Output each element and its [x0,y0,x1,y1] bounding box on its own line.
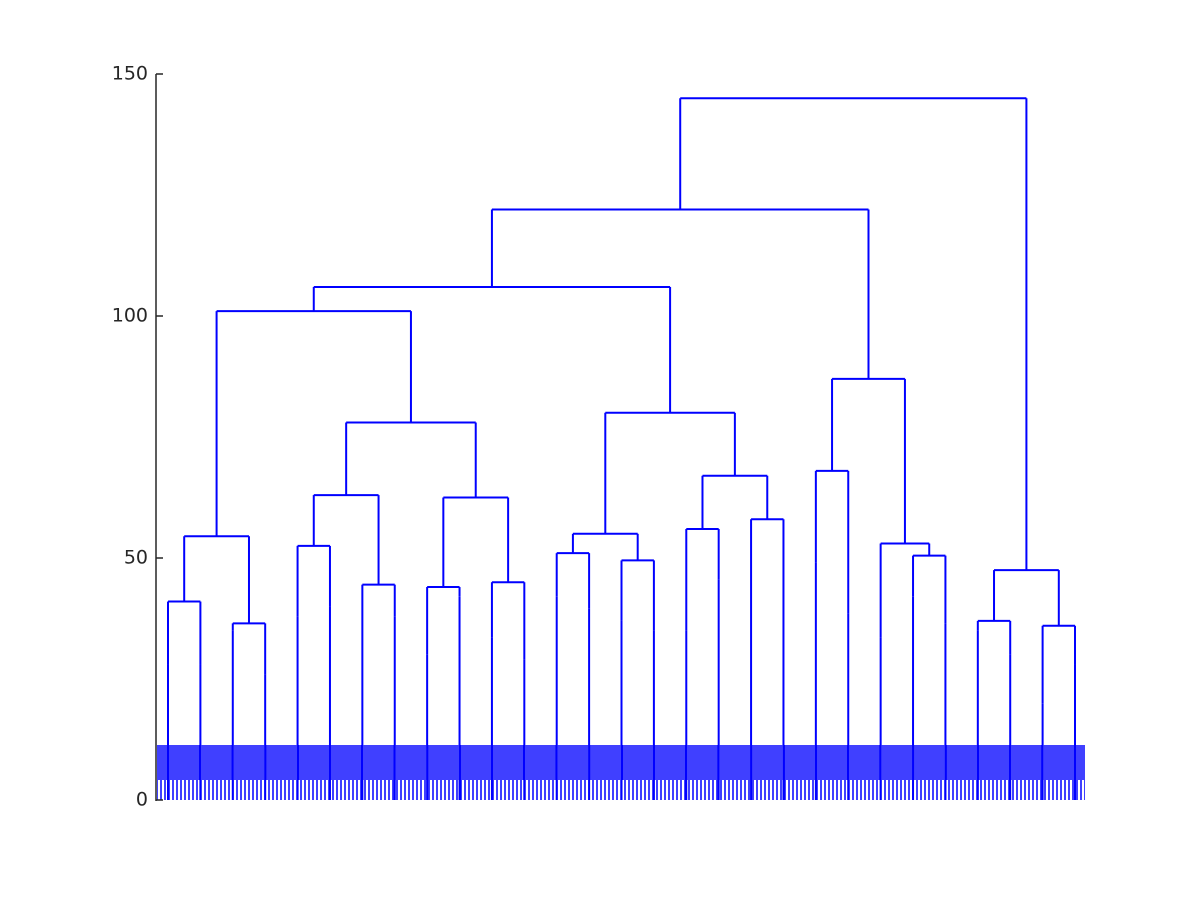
y-tick-label: 0 [136,789,148,811]
y-tick-label: 50 [124,547,148,569]
y-tick-label: 150 [112,63,148,85]
y-tick-label: 100 [112,305,148,327]
dendrogram [167,97,1076,800]
